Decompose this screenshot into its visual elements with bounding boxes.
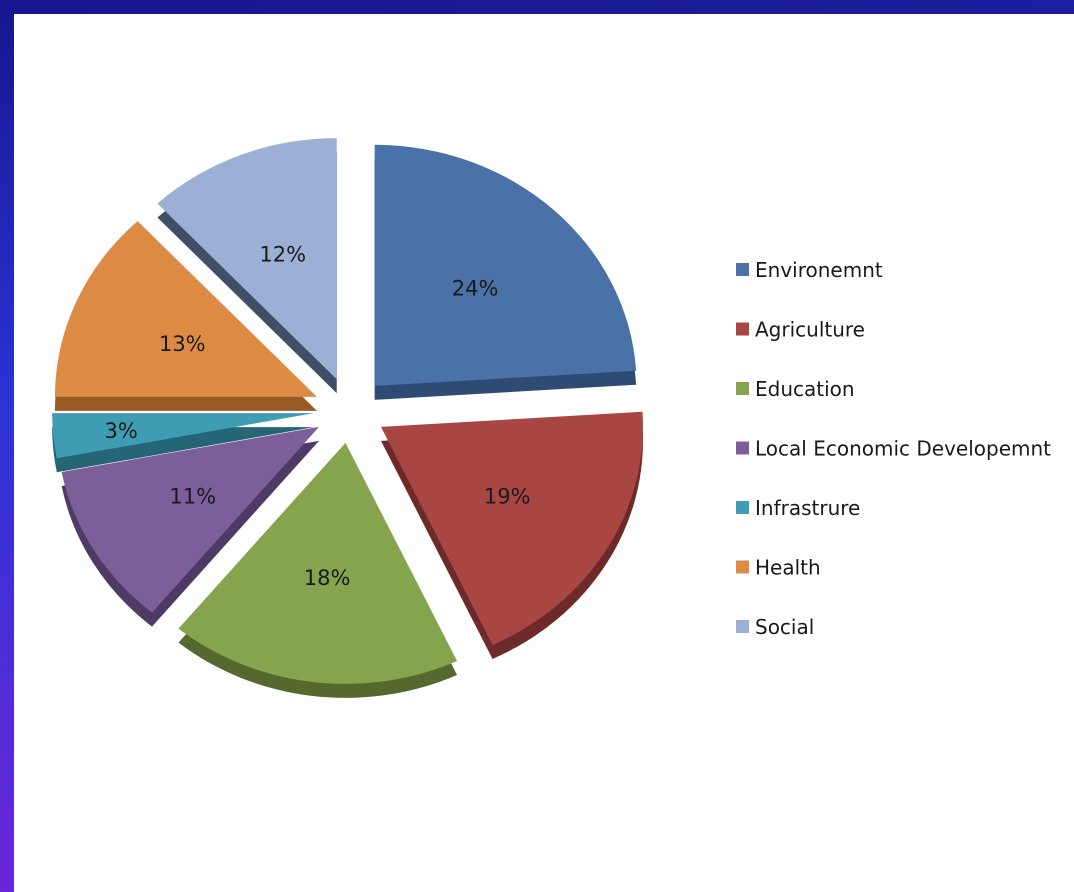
legend-swatch-education: [736, 382, 749, 395]
pie-slice-environemnt: [374, 144, 637, 386]
legend-label-health: Health: [755, 556, 821, 580]
pie-slices: [52, 138, 643, 698]
pie-slice-education: [178, 442, 458, 684]
data-label-local-economic-developemnt: 11%: [169, 485, 216, 509]
pie-slice-health: [54, 221, 317, 397]
legend-label-local-economic-developemnt: Local Economic Developemnt: [755, 437, 1051, 461]
legend-swatch-agriculture: [736, 322, 749, 336]
window-top-band: [0, 0, 1074, 14]
data-label-agriculture: 19%: [484, 485, 531, 509]
data-label-health: 13%: [159, 332, 206, 356]
legend-swatch-health: [736, 560, 749, 574]
legend-label-infrastrure: Infrastrure: [755, 496, 860, 520]
legend-label-agriculture: Agriculture: [755, 318, 865, 342]
legend-swatch-social: [736, 620, 749, 633]
legend-label-social: Social: [755, 615, 814, 639]
chart-legend: Environemnt Agriculture Education Local Eco…: [736, 258, 1051, 639]
pie-slice-agriculture: [380, 411, 643, 645]
legend-swatch-environemnt: [736, 263, 749, 276]
data-label-environemnt: 24%: [452, 276, 499, 300]
pie-slice-local-economic-developemnt: [61, 426, 320, 613]
legend-swatch-infrastrure: [736, 501, 749, 514]
pie-slice-social: [157, 138, 337, 380]
legend-label-environemnt: Environemnt: [755, 258, 883, 282]
data-label-education: 18%: [304, 566, 351, 590]
pie-slice-infrastrure: [52, 413, 315, 459]
legend-swatch-local-economic-developemnt: [736, 441, 749, 455]
window-left-band: [0, 0, 14, 892]
pie-data-labels: 24% 19% 18% 11% 3% 13% 12%: [104, 243, 530, 590]
legend-label-education: Education: [755, 377, 855, 401]
data-label-infrastrure: 3%: [104, 419, 137, 443]
data-label-social: 12%: [259, 243, 306, 267]
